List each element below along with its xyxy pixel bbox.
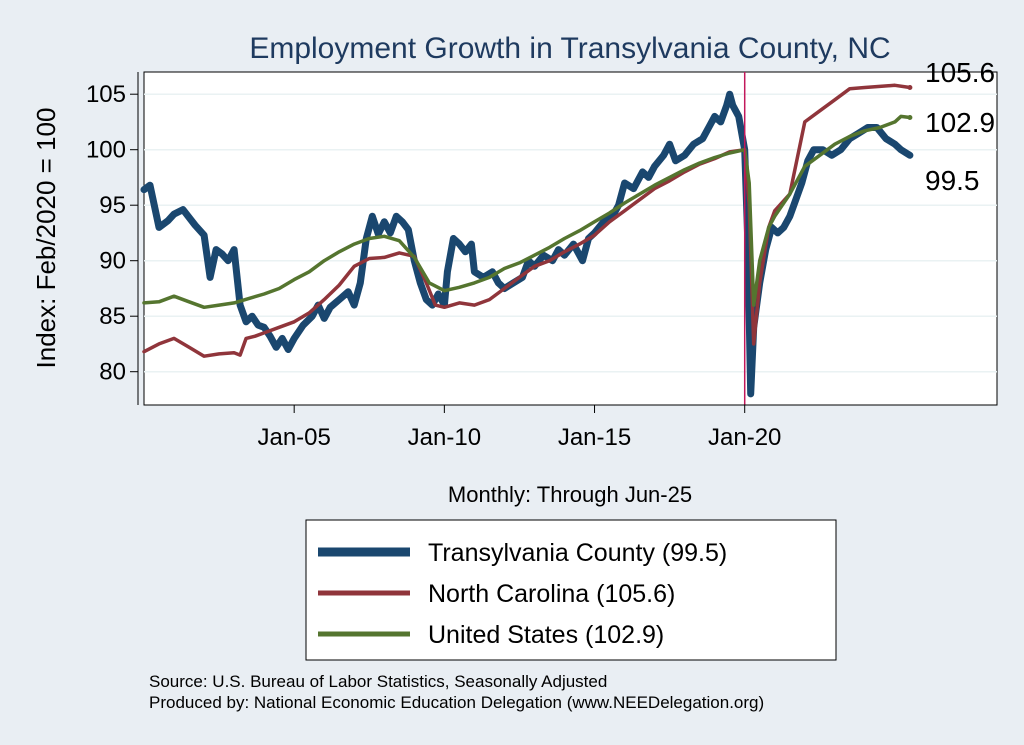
produced-by-note: Produced by: National Economic Education… <box>149 693 765 712</box>
x-tick-label: Jan-05 <box>257 424 330 451</box>
end-label: 99.5 <box>925 165 980 196</box>
y-tick-label: 80 <box>99 359 126 386</box>
y-tick-label: 90 <box>99 248 126 275</box>
end-labels: 105.6 102.9 99.5 <box>907 57 995 196</box>
legend: Transylvania County (99.5) North Carolina… <box>305 519 837 661</box>
x-axis-title: Monthly: Through Jun-25 <box>448 482 692 507</box>
y-axis-title: Index: Feb/2020 = 100 <box>31 108 61 369</box>
y-tick-label: 100 <box>86 137 126 164</box>
plot-area <box>143 71 998 406</box>
gridlines <box>144 93 997 373</box>
end-marker <box>907 152 913 158</box>
legend-label: Transylvania County (99.5) <box>428 539 727 567</box>
legend-label: United States (102.9) <box>428 621 664 649</box>
source-note: Source: U.S. Bureau of Labor Statistics,… <box>149 672 608 691</box>
x-tick-label: Jan-10 <box>408 424 481 451</box>
legend-box <box>305 519 837 661</box>
y-tick-label: 85 <box>99 303 126 330</box>
y-tick-label: 95 <box>99 192 126 219</box>
y-tick-label: 105 <box>86 81 126 108</box>
legend-label: North Carolina (105.6) <box>428 580 675 608</box>
end-marker <box>907 115 913 121</box>
chart-title: Employment Growth in Transylvania County… <box>249 32 890 65</box>
x-tick-label: Jan-15 <box>558 424 631 451</box>
series-layer <box>140 72 914 405</box>
x-tick-label: Jan-20 <box>708 424 781 451</box>
end-marker <box>907 85 913 91</box>
axes: 80 85 90 95 100 105 Jan-05 Jan-10 Jan-15 Jan-20 <box>86 72 997 451</box>
series-line-united-states <box>142 114 912 310</box>
end-label: 102.9 <box>925 107 995 138</box>
end-label: 105.6 <box>925 57 995 88</box>
